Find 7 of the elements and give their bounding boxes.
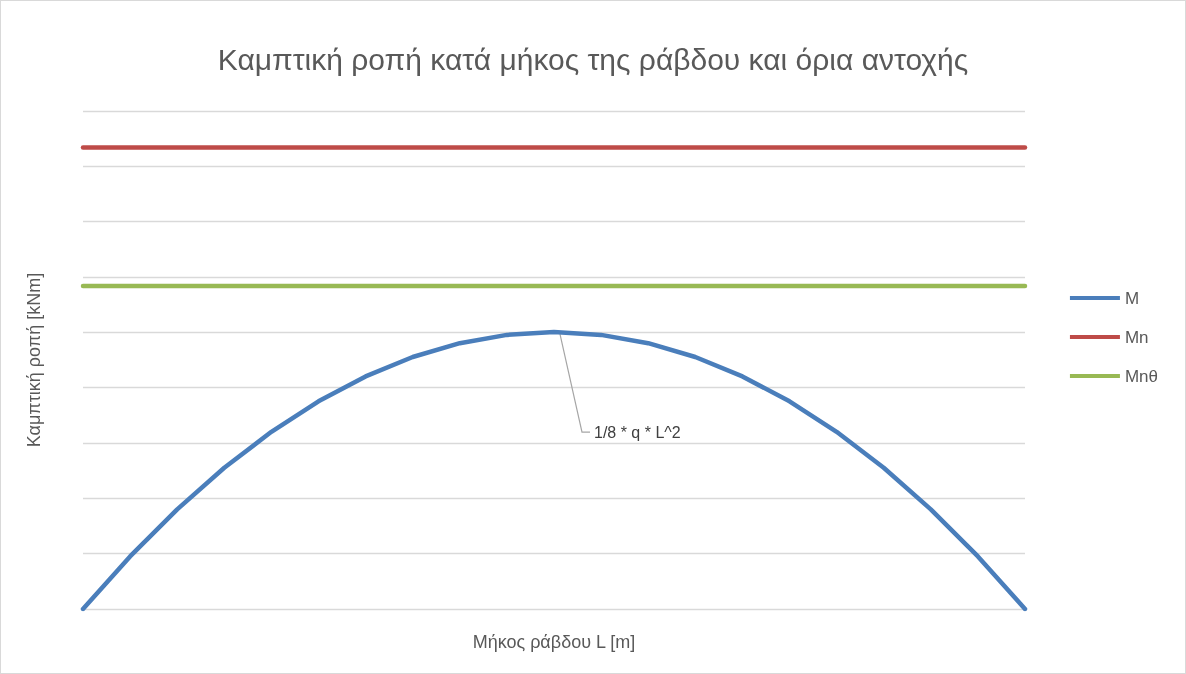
legend-label: Mnθ bbox=[1124, 366, 1159, 386]
legend-label: M bbox=[1124, 288, 1140, 308]
legend-label: Mn bbox=[1124, 327, 1149, 347]
y-axis-title: Καμπτική ροπή [kNm] bbox=[24, 272, 44, 448]
annotation: 1/8 * q * L^2 bbox=[594, 423, 681, 441]
x-axis-title: Μήκος ράβδου L [m] bbox=[472, 632, 636, 652]
chart-title: Καμπτική ροπή κατά μήκος της ράβδου και όρια αντοχής bbox=[217, 42, 969, 76]
